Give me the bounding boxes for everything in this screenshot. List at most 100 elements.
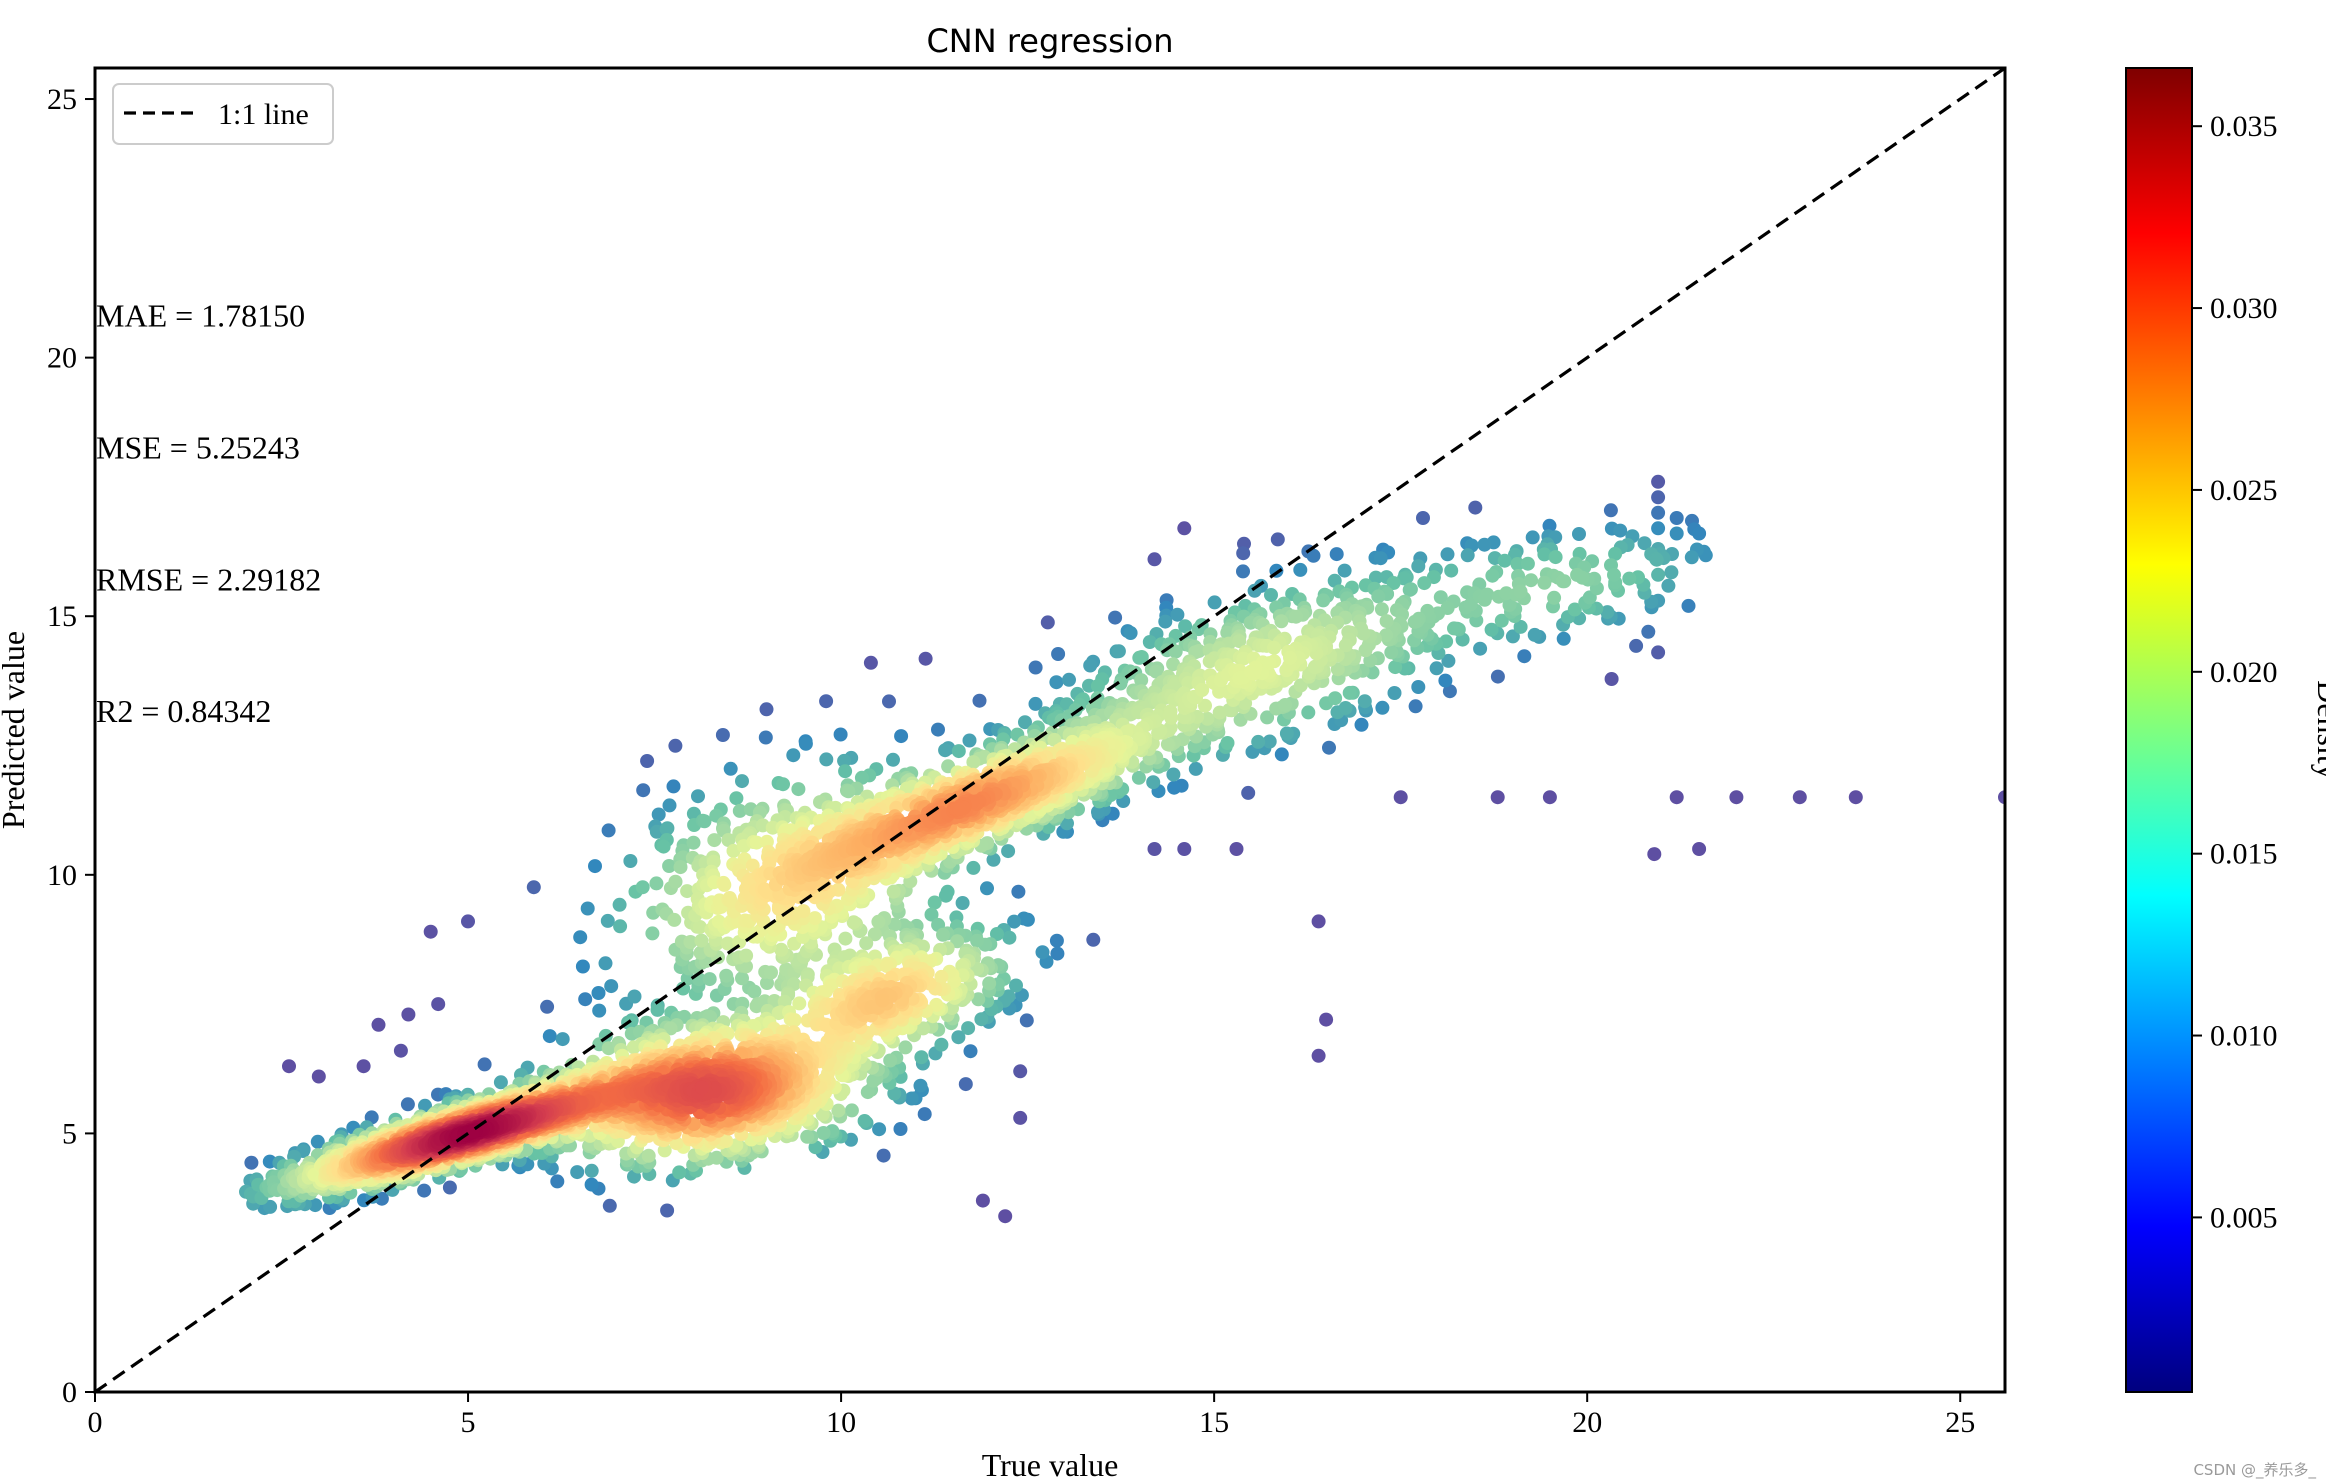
scatter-point	[1278, 698, 1293, 712]
scatter-point	[555, 1032, 570, 1047]
scatter-point	[961, 1021, 976, 1036]
scatter-point	[1111, 644, 1126, 659]
scatter-point	[477, 1057, 492, 1072]
scatter-point	[627, 989, 642, 1004]
scatter-point	[1371, 589, 1386, 604]
scatter-point	[1342, 685, 1357, 700]
scatter-point	[401, 1007, 416, 1022]
scatter-point	[1517, 649, 1532, 664]
scatter-point	[787, 1013, 802, 1027]
scatter-point	[311, 1069, 326, 1084]
scatter-point	[702, 972, 717, 987]
scatter-point	[1357, 694, 1372, 709]
scatter-point	[1241, 785, 1256, 800]
scatter-point	[758, 730, 773, 745]
scatter-point	[1637, 536, 1652, 551]
scatter-point	[1086, 932, 1101, 947]
scatter-point	[955, 896, 970, 910]
chart-title: CNN regression	[926, 22, 1173, 60]
scatter-point	[1542, 518, 1557, 533]
scatter-point	[1607, 567, 1621, 582]
scatter-point	[461, 914, 475, 929]
scatter-point	[717, 877, 732, 892]
scatter-point	[1283, 650, 1297, 665]
scatter-point	[308, 1198, 323, 1213]
scatter-point	[913, 1078, 928, 1093]
scatter-point	[640, 754, 655, 768]
scatter-point	[431, 997, 446, 1012]
scatter-point	[739, 948, 754, 963]
scatter-point	[1013, 1110, 1028, 1125]
scatter-point	[1542, 790, 1557, 805]
scatter-point	[876, 1148, 891, 1163]
scatter-point	[951, 744, 966, 759]
scatter-point	[707, 833, 722, 848]
scatter-point	[1567, 602, 1582, 617]
scatter-point	[1050, 946, 1065, 961]
scatter-point	[1613, 523, 1628, 538]
scatter-point	[393, 1043, 408, 1058]
scatter-point	[1407, 614, 1422, 629]
scatter-point	[1411, 559, 1426, 574]
scatter-point	[649, 876, 664, 891]
scatter-point	[720, 936, 735, 951]
scatter-point	[936, 927, 950, 942]
scatter-point	[418, 1098, 432, 1113]
scatter-point	[1338, 638, 1353, 653]
scatter-point	[1007, 914, 1022, 929]
scatter-point	[1018, 715, 1032, 730]
scatter-point	[673, 860, 688, 875]
scatter-point	[584, 1163, 599, 1178]
scatter-point	[1166, 767, 1181, 782]
scatter-point	[924, 907, 939, 922]
scatter-point	[792, 996, 807, 1011]
scatter-point	[1473, 641, 1488, 656]
scatter-point	[1158, 614, 1173, 629]
scatter-point	[760, 976, 774, 990]
scatter-point	[1264, 588, 1278, 602]
scatter-point	[1146, 775, 1161, 790]
scatter-point	[666, 779, 681, 794]
scatter-point	[1505, 629, 1520, 644]
scatter-point	[601, 823, 616, 838]
scatter-point	[914, 1050, 929, 1065]
scatter-point	[729, 791, 744, 806]
scatter-point	[1113, 676, 1128, 691]
scatter-point	[1622, 571, 1637, 586]
scatter-point	[1049, 933, 1064, 948]
scatter-point	[719, 968, 734, 983]
scatter-point	[1049, 675, 1064, 690]
scatter-point	[1356, 626, 1371, 641]
scatter-point	[918, 651, 933, 666]
scatter-point	[846, 915, 861, 930]
scatter-point	[1416, 511, 1430, 525]
scatter-point	[887, 1086, 902, 1101]
scatter-point	[1444, 563, 1459, 578]
scatter-point	[1651, 505, 1666, 520]
scatter-point	[1384, 645, 1399, 660]
scatter-point	[1311, 1048, 1326, 1063]
scatter-point	[1572, 527, 1586, 541]
scatter-point	[1669, 526, 1684, 541]
scatter-point	[1202, 654, 1217, 669]
scatter-point	[882, 694, 896, 709]
scatter-point	[1177, 521, 1192, 536]
scatter-point	[663, 1021, 678, 1036]
scatter-point	[833, 727, 848, 742]
scatter-point	[963, 1044, 978, 1059]
scatter-point	[442, 1180, 457, 1195]
scatter-point	[1168, 644, 1183, 659]
scatter-point	[1575, 570, 1590, 585]
scatter-point	[612, 897, 627, 912]
scatter-point	[1134, 673, 1149, 688]
scatter-point	[1669, 511, 1684, 525]
scatter-point	[1028, 696, 1043, 711]
scatter-point	[1002, 930, 1017, 945]
scatter-point	[1051, 647, 1066, 661]
scatter-point	[767, 994, 782, 1008]
scatter-point	[709, 1150, 724, 1165]
scatter-point	[1651, 567, 1666, 582]
scatter-point	[867, 927, 882, 942]
scatter-point	[1293, 562, 1308, 577]
